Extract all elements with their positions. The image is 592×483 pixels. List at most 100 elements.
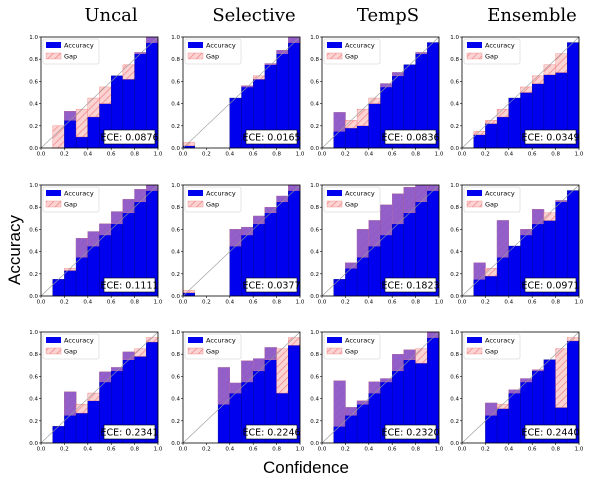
gap-overlap	[357, 400, 369, 405]
gap-overlap	[218, 367, 230, 405]
perfect-calibration-line	[321, 331, 440, 444]
y-tick-label: 0.0	[310, 441, 319, 447]
legend-label-gap: Gap	[64, 348, 77, 356]
accuracy-bar	[75, 412, 88, 444]
accuracy-bar	[508, 389, 521, 444]
y-tick-label: 0.8	[450, 205, 459, 211]
gap-overlap	[146, 185, 158, 191]
y-tick-label: 1.0	[171, 35, 180, 41]
ece-annotation: ECE: 0.2440	[521, 424, 580, 440]
gap-overlap	[87, 231, 100, 247]
ece-annotation: ECE: 0.2246	[242, 424, 301, 440]
ece-value: ECE: 0.0377	[242, 281, 300, 292]
y-tick-label: 0.2	[29, 419, 38, 425]
x-tick-label: 0.8	[551, 447, 560, 453]
gap-overlap	[111, 367, 123, 371]
x-tick-label: 0.8	[272, 300, 281, 306]
y-tick-label: 0.0	[450, 441, 459, 447]
perfect-calibration-line	[40, 184, 159, 297]
gap-bar	[415, 348, 428, 364]
y-tick-label: 0.6	[171, 374, 180, 380]
x-tick-label: 0.2	[481, 300, 490, 306]
x-tick-label: 0.6	[107, 152, 116, 158]
x-tick-label: 1.0	[435, 152, 444, 158]
legend-label-gap: Gap	[206, 348, 219, 356]
gap-overlap	[415, 185, 428, 202]
x-tick-label: 1.0	[154, 447, 163, 453]
gap-overlap	[333, 380, 346, 427]
legend: Accuracy Gap	[184, 38, 242, 65]
x-tick-label: 0.8	[411, 447, 420, 453]
x-tick-label: 1.0	[575, 447, 584, 453]
legend-swatch-gap	[466, 200, 483, 208]
perfect-calibration-line	[321, 36, 440, 149]
ece-box	[103, 129, 156, 145]
x-tick-label: 0.6	[528, 300, 537, 306]
gap-overlap	[146, 37, 158, 43]
legend-label-accuracy: Accuracy	[64, 337, 94, 345]
gap-bar	[485, 120, 498, 124]
plot-frame	[40, 184, 159, 297]
x-tick-label: 0.4	[83, 152, 92, 158]
gap-overlap	[555, 200, 568, 202]
gap-overlap	[241, 85, 254, 87]
x-tick-label: 0.0	[458, 447, 467, 453]
perfect-calibration-line	[40, 331, 159, 444]
accuracy-bar	[485, 275, 498, 297]
ece-box	[524, 277, 577, 293]
reliability-panel: 0.0 0.2 0.4 0.6 0.8 1.0 0.0 0.2 0.4 0.6 0.8 1.0 Accu…	[310, 183, 444, 306]
gap-bar	[75, 403, 88, 414]
accuracy-bar	[75, 136, 88, 149]
legend-swatch-accuracy	[327, 42, 342, 48]
x-tick-label: 0.8	[551, 300, 560, 306]
perfect-calibration-line	[182, 36, 301, 149]
legend-label-gap: Gap	[485, 348, 498, 356]
x-tick-label: 0.6	[528, 152, 537, 158]
accuracy-bar	[87, 116, 100, 149]
ece-box	[103, 424, 156, 440]
x-tick-label: 0.0	[179, 300, 188, 306]
plot-frame	[321, 331, 440, 444]
legend-label-accuracy: Accuracy	[206, 337, 236, 345]
x-tick-label: 1.0	[575, 300, 584, 306]
legend-swatch-accuracy	[46, 190, 61, 196]
ece-annotation: ECE: 0.2320	[381, 424, 440, 440]
x-tick-label: 0.6	[249, 152, 258, 158]
y-tick-label: 0.8	[29, 352, 38, 358]
y-tick-label: 0.0	[29, 146, 38, 152]
y-tick-label: 0.0	[171, 441, 180, 447]
y-tick-label: 0.2	[171, 124, 180, 130]
gap-overlap	[532, 209, 544, 224]
plot-frame	[321, 36, 440, 149]
y-tick-label: 0.8	[171, 352, 180, 358]
ece-annotation: ECE: 0.2341	[100, 424, 159, 440]
legend-label-accuracy: Accuracy	[485, 337, 515, 345]
gap-overlap	[508, 389, 521, 394]
legend: Accuracy Gap	[463, 186, 521, 213]
gap-bar	[543, 64, 556, 75]
y-tick-label: 1.0	[171, 330, 180, 336]
gap-bar	[276, 348, 289, 394]
reliability-panel: 0.0 0.2 0.4 0.6 0.8 1.0 0.0 0.2 0.4 0.6 0.8 1.0 Accu…	[450, 330, 584, 453]
gap-overlap	[473, 262, 486, 280]
y-tick-label: 0.0	[310, 146, 319, 152]
legend-label-accuracy: Accuracy	[485, 42, 515, 50]
y-tick-label: 0.0	[310, 294, 319, 300]
y-tick-label: 0.2	[29, 124, 38, 130]
ece-value: ECE: 0.1111	[100, 281, 158, 292]
x-tick-label: 0.4	[364, 152, 373, 158]
x-tick-label: 0.2	[60, 447, 69, 453]
reliability-panel: 0.0 0.2 0.4 0.6 0.8 1.0 0.0 0.2 0.4 0.6 0.8 1.0 Accu…	[29, 183, 163, 306]
y-tick-label: 0.6	[450, 374, 459, 380]
gap-overlap	[64, 391, 77, 416]
x-tick-label: 0.8	[551, 152, 560, 158]
x-tick-label: 0.4	[504, 447, 513, 453]
gap-overlap	[427, 185, 439, 191]
x-tick-label: 0.0	[37, 152, 46, 158]
legend-swatch-gap	[326, 347, 343, 355]
y-tick-label: 0.4	[29, 250, 38, 256]
ece-value: ECE: 0.0165	[242, 133, 300, 144]
y-tick-label: 0.6	[29, 79, 38, 85]
x-tick-label: 0.6	[388, 152, 397, 158]
accuracy-bar	[473, 134, 486, 149]
